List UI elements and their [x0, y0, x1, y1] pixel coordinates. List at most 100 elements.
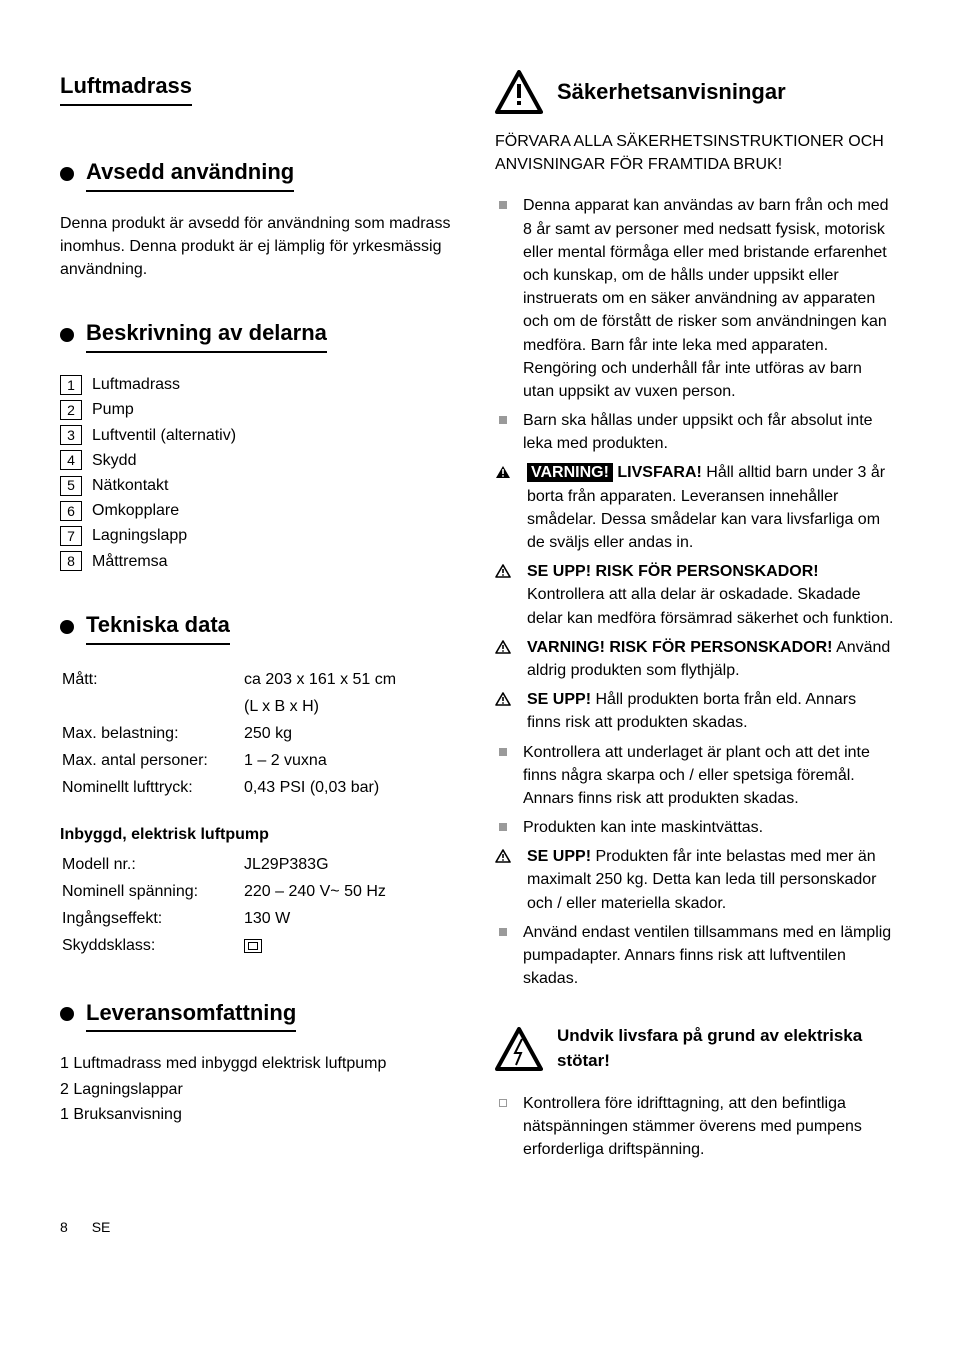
safety-item: Barn ska hållas under uppsikt och får ab… — [495, 409, 894, 455]
safety-item: SE UPP! RISK FÖR PERSONSKADOR! Kontrolle… — [495, 560, 894, 630]
intended-text: Denna produkt är avsedd för användning s… — [60, 212, 459, 282]
spec-value: 0,43 PSI (0,03 bar) — [244, 775, 457, 800]
part-label: Måttremsa — [92, 550, 168, 573]
spec-row: Modell nr.:JL29P383G — [62, 852, 457, 877]
electric-warning-icon — [495, 1027, 543, 1071]
square-bullet-icon — [499, 823, 507, 831]
square-bullet-icon — [499, 201, 507, 209]
spec-row: Mått:ca 203 x 161 x 51 cm — [62, 667, 457, 692]
part-item: 1 Luftmadrass — [60, 373, 459, 396]
spec-key — [62, 694, 242, 719]
part-number: 7 — [60, 526, 82, 546]
warning-triangle-icon — [495, 70, 543, 114]
safety-text: SE UPP! Produkten får inte belastas med … — [527, 845, 894, 915]
warning-small-icon — [495, 465, 511, 479]
spec-row: Max. antal personer:1 – 2 vuxna — [62, 748, 457, 773]
pump-subhead: Inbyggd, elektrisk luftpump — [60, 823, 459, 846]
part-label: Luftmadrass — [92, 373, 180, 396]
electric-head: Undvik livsfara på grund av elektriska s… — [495, 1024, 894, 1073]
part-item: 6Omkopplare — [60, 499, 459, 522]
part-number: 5 — [60, 476, 82, 496]
bullet-icon — [60, 1007, 74, 1021]
part-item: 2Pump — [60, 398, 459, 421]
section-tech-head: Tekniska data — [60, 609, 459, 645]
part-item: 3 Luftventil (alternativ) — [60, 424, 459, 447]
page-number: 8 — [60, 1219, 68, 1235]
part-number: 1 — [60, 375, 82, 395]
part-number: 8 — [60, 551, 82, 571]
safety-text: Denna apparat kan användas av barn från … — [523, 194, 894, 403]
safety-item: Denna apparat kan användas av barn från … — [495, 194, 894, 403]
spec-row: Skyddsklass: — [62, 933, 457, 958]
spec-key: Mått: — [62, 667, 242, 692]
warning-small-icon — [495, 564, 511, 578]
safety-list: Denna apparat kan användas av barn från … — [495, 194, 894, 990]
spec-value: 220 – 240 V~ 50 Hz — [244, 879, 457, 904]
electric-list: Kontrollera före idrifttagning, att den … — [495, 1092, 894, 1162]
safety-text: SE UPP! Håll produkten borta från eld. A… — [527, 688, 894, 734]
safety-text: VARNING! RISK FÖR PERSONSKADOR! Använd a… — [527, 636, 894, 682]
spec-value: JL29P383G — [244, 852, 457, 877]
part-item: 4Skydd — [60, 449, 459, 472]
spec-value: 250 kg — [244, 721, 457, 746]
spec-row: Max. belastning:250 kg — [62, 721, 457, 746]
spec-key: Max. belastning: — [62, 721, 242, 746]
square-bullet-icon — [499, 748, 507, 756]
section-intended-title: Avsedd användning — [86, 156, 294, 192]
spec-value: (L x B x H) — [244, 694, 457, 719]
spec-value: 130 W — [244, 906, 457, 931]
safety-item: SE UPP! Produkten får inte belastas med … — [495, 845, 894, 915]
tech-table: Mått:ca 203 x 161 x 51 cm(L x B x H)Max.… — [60, 665, 459, 803]
spec-key: Modell nr.: — [62, 852, 242, 877]
safety-item: VARNING! RISK FÖR PERSONSKADOR! Använd a… — [495, 636, 894, 682]
electric-title: Undvik livsfara på grund av elektriska s… — [557, 1024, 894, 1073]
safety-text: Barn ska hållas under uppsikt och får ab… — [523, 409, 894, 455]
electric-item: Kontrollera före idrifttagning, att den … — [495, 1092, 894, 1162]
protection-class-icon — [244, 939, 262, 953]
spec-value: 1 – 2 vuxna — [244, 748, 457, 773]
spec-key: Nominell spänning: — [62, 879, 242, 904]
part-label: Luftventil (alternativ) — [92, 424, 236, 447]
pump-table: Modell nr.:JL29P383GNominell spänning:22… — [60, 850, 459, 961]
safety-item: VARNING! LIVSFARA! Håll alltid barn unde… — [495, 461, 894, 554]
section-scope-title: Leveransomfattning — [86, 997, 296, 1033]
electric-text: Kontrollera före idrifttagning, att den … — [523, 1092, 894, 1162]
part-number: 2 — [60, 400, 82, 420]
part-label: Lagningslapp — [92, 524, 187, 547]
part-item: 5 Nätkontakt — [60, 474, 459, 497]
safety-item: Använd endast ventilen tillsammans med e… — [495, 921, 894, 991]
parts-list: 1 Luftmadrass2Pump 3 Luftventil (alternativ… — [60, 373, 459, 573]
spec-value: ca 203 x 161 x 51 cm — [244, 667, 457, 692]
bullet-icon — [60, 620, 74, 634]
scope-line: 2 Lagningslappar — [60, 1078, 459, 1101]
scope-line: 1 Bruksanvisning — [60, 1103, 459, 1126]
safety-item: Produkten kan inte maskintvättas. — [495, 816, 894, 839]
safety-item: Kontrollera att underlaget är plant och … — [495, 741, 894, 811]
warning-small-icon — [495, 692, 511, 706]
page-lang: SE — [92, 1219, 111, 1235]
section-intended-head: Avsedd användning — [60, 156, 459, 192]
part-number: 4 — [60, 450, 82, 470]
page-footer: 8 SE — [60, 1217, 894, 1237]
part-item: 7 Lagningslapp — [60, 524, 459, 547]
page-title: Luftmadrass — [60, 70, 192, 106]
bullet-icon — [60, 328, 74, 342]
part-number: 3 — [60, 425, 82, 445]
safety-text: Använd endast ventilen tillsammans med e… — [523, 921, 894, 991]
square-bullet-icon — [499, 928, 507, 936]
safety-text: VARNING! LIVSFARA! Håll alltid barn unde… — [527, 461, 894, 554]
spec-key: Ingångseffekt: — [62, 906, 242, 931]
part-item: 8 Måttremsa — [60, 550, 459, 573]
safety-text: Produkten kan inte maskintvättas. — [523, 816, 763, 839]
safety-text: Kontrollera att underlaget är plant och … — [523, 741, 894, 811]
safety-text: SE UPP! RISK FÖR PERSONSKADOR! Kontrolle… — [527, 560, 894, 630]
safety-title: Säkerhetsanvisningar — [557, 76, 786, 108]
spec-row: (L x B x H) — [62, 694, 457, 719]
safety-item: SE UPP! Håll produkten borta från eld. A… — [495, 688, 894, 734]
part-label: Omkopplare — [92, 499, 179, 522]
part-label: Nätkontakt — [92, 474, 168, 497]
scope-line: 1 Luftmadrass med inbyggd elektrisk luft… — [60, 1052, 459, 1075]
safety-head: Säkerhetsanvisningar — [495, 70, 894, 114]
square-bullet-icon — [499, 416, 507, 424]
spec-key: Skyddsklass: — [62, 933, 242, 958]
